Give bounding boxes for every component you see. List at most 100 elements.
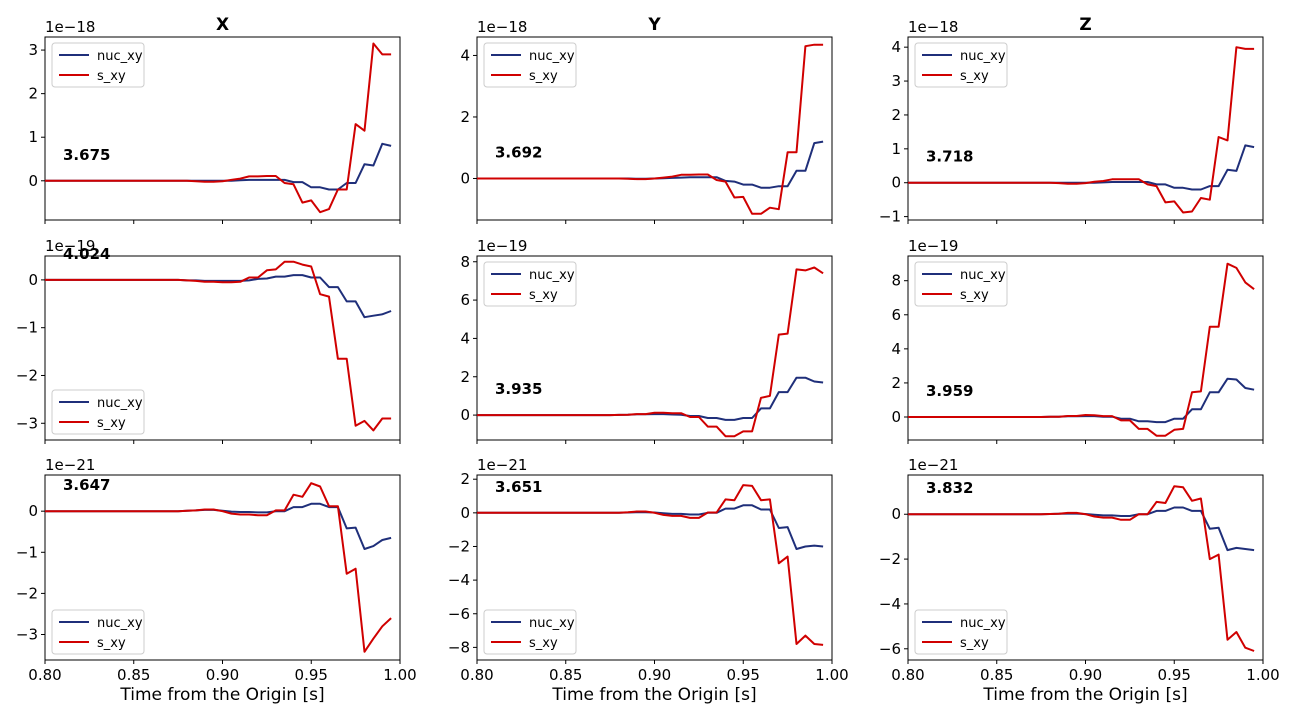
legend-label: s_xy <box>960 288 989 303</box>
y-tick-label: 0 <box>28 271 38 289</box>
y-tick-label: 2 <box>28 85 38 103</box>
legend-label: nuc_xy <box>529 268 575 283</box>
subplot-r2-c2: 0.80 0.85 0.90 0.95 1.00 −6 −4 −2 0 1e−21 3.832 nuc… <box>879 456 1280 705</box>
series-line-s-xy <box>908 262 1255 437</box>
series-line-s-xy <box>45 260 392 432</box>
subplot-r0-c0: 0 1 2 3 1e−18 X 3.675 nuc_xy s_xy <box>28 15 401 224</box>
legend-label: s_xy <box>529 636 558 651</box>
legend: nuc_xy s_xy <box>51 389 145 435</box>
series-line-s-xy <box>477 43 824 215</box>
x-axis-label: Time from the Origin [s] <box>551 685 756 705</box>
y-tick-label: −3 <box>16 414 38 432</box>
legend-label: s_xy <box>97 416 126 431</box>
series-line-s-xy <box>45 482 392 653</box>
legend-label: s_xy <box>529 69 558 84</box>
series-line-s-xy <box>45 42 392 214</box>
annotation-value: 3.675 <box>63 146 110 164</box>
y-tick-label: 4 <box>891 38 901 56</box>
y-tick-label: 0 <box>28 172 38 190</box>
annotation-value: 3.651 <box>495 478 542 496</box>
subplot-r1-c0: −3 −2 −1 0 1e−194.024 nuc_xy s_xy <box>16 237 401 444</box>
y-tick-label: 0 <box>460 406 470 424</box>
annotation-value: 3.959 <box>926 382 973 400</box>
legend-label: nuc_xy <box>97 49 143 64</box>
legend: nuc_xy s_xy <box>914 42 1008 88</box>
legend: nuc_xy s_xy <box>483 42 577 88</box>
x-tick-label: 0.90 <box>638 666 671 684</box>
y-tick-label: 1 <box>891 140 901 158</box>
y-tick-label: 4 <box>891 340 901 358</box>
y-tick-label: 2 <box>460 108 470 126</box>
x-tick-label: 0.95 <box>727 666 760 684</box>
y-tick-label: 0 <box>891 505 901 523</box>
subplot-r2-c0: 0.80 0.85 0.90 0.95 1.00 −3 −2 −1 0 1e−21 3.647 nuc… <box>16 456 417 705</box>
y-tick-label: 6 <box>460 291 470 309</box>
y-tick-label: 0 <box>891 174 901 192</box>
legend-label: nuc_xy <box>960 49 1006 64</box>
annotation-value: 3.647 <box>63 476 110 494</box>
axis-exponent: 1e−21 <box>45 456 95 474</box>
y-tick-label: −2 <box>448 537 470 555</box>
legend-label: nuc_xy <box>960 268 1006 283</box>
series-line-s-xy <box>477 484 824 646</box>
subplot-r0-c1: 0 2 4 1e−18 Y 3.692 nuc_xy s_xy <box>460 15 833 224</box>
subplot-title: Z <box>1079 15 1091 35</box>
subplot-r2-c1: 0.80 0.85 0.90 0.95 1.00 −8 −6 −4 −2 0 2 1e−21 3.651… <box>448 456 849 705</box>
y-tick-label: 0 <box>891 408 901 426</box>
axis-exponent: 1e−21 <box>908 456 958 474</box>
series-line-s-xy <box>908 46 1255 214</box>
axis-exponent: 1e−18 <box>908 18 958 36</box>
annotation-value: 3.935 <box>495 380 542 398</box>
x-axis-label: Time from the Origin [s] <box>119 685 324 705</box>
subplot-title: X <box>216 15 229 35</box>
legend: nuc_xy s_xy <box>483 609 577 655</box>
axis-exponent: 1e−19 <box>477 237 527 255</box>
y-tick-label: 4 <box>460 329 470 347</box>
x-axis-label: Time from the Origin [s] <box>982 685 1187 705</box>
y-tick-label: 3 <box>891 72 901 90</box>
y-tick-label: 3 <box>28 41 38 59</box>
y-tick-label: −2 <box>16 366 38 384</box>
y-tick-label: 2 <box>460 470 470 488</box>
x-tick-label: 0.95 <box>1158 666 1191 684</box>
y-tick-label: 0 <box>460 504 470 522</box>
x-tick-label: 1.00 <box>383 666 416 684</box>
legend: nuc_xy s_xy <box>51 42 145 88</box>
legend-label: nuc_xy <box>97 396 143 411</box>
y-tick-label: −2 <box>16 584 38 602</box>
y-tick-label: −6 <box>879 640 901 658</box>
axis-exponent: 1e−19 <box>908 237 958 255</box>
x-tick-label: 0.90 <box>1069 666 1102 684</box>
legend: nuc_xy s_xy <box>51 609 145 655</box>
x-tick-label: 0.80 <box>460 666 493 684</box>
legend-label: nuc_xy <box>529 616 575 631</box>
y-tick-label: 0 <box>28 502 38 520</box>
y-tick-label: 6 <box>891 306 901 324</box>
legend-label: nuc_xy <box>97 616 143 631</box>
x-tick-label: 0.80 <box>28 666 61 684</box>
y-tick-label: −6 <box>448 605 470 623</box>
axis-exponent: 1e−21 <box>477 456 527 474</box>
annotation-value: 4.024 <box>63 245 110 263</box>
x-tick-label: 0.85 <box>549 666 582 684</box>
series-line-s-xy <box>908 485 1255 652</box>
annotation-value: 3.718 <box>926 148 973 166</box>
y-tick-label: 2 <box>891 374 901 392</box>
axis-exponent: 1e−19 <box>45 237 95 255</box>
y-tick-label: −8 <box>448 638 470 656</box>
axis-exponent: 1e−18 <box>477 18 527 36</box>
subplot-r1-c1: 0 2 4 6 8 1e−19 3.935 nuc_xy s_xy <box>460 237 833 444</box>
annotation-value: 3.832 <box>926 479 973 497</box>
y-tick-label: 8 <box>460 253 470 271</box>
x-tick-label: 0.85 <box>117 666 150 684</box>
y-tick-label: 2 <box>891 106 901 124</box>
legend-label: s_xy <box>97 636 126 651</box>
x-tick-label: 1.00 <box>1246 666 1279 684</box>
y-tick-label: 8 <box>891 272 901 290</box>
x-tick-label: 1.00 <box>815 666 848 684</box>
subplot-r0-c2: −1 0 1 2 3 4 1e−18 Z 3.718 nuc_xy s_xy <box>879 15 1264 226</box>
y-tick-label: −1 <box>879 208 901 226</box>
legend-label: nuc_xy <box>960 616 1006 631</box>
legend: nuc_xy s_xy <box>914 609 1008 655</box>
